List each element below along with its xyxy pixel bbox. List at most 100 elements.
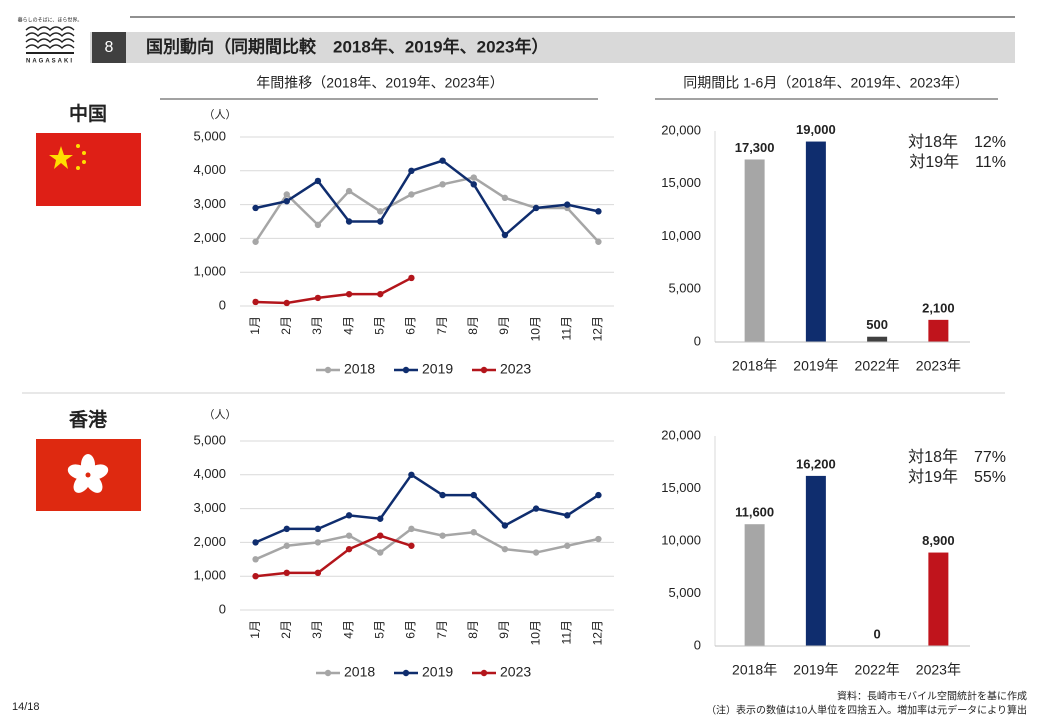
point: [408, 542, 415, 549]
point: [314, 177, 322, 185]
point: [564, 512, 571, 519]
point: [408, 274, 415, 282]
series-line: [255, 473, 600, 544]
point: [470, 174, 477, 181]
point: [252, 204, 259, 212]
x-tick-label: 7月: [435, 620, 449, 639]
y-tick-label: 0: [694, 333, 701, 348]
x-tick-label: 7月: [435, 316, 449, 335]
x-tick-label: 1月: [248, 620, 262, 639]
point: [377, 208, 384, 215]
x-tick-label: 5月: [372, 620, 386, 639]
point: [408, 167, 415, 174]
flag-star: [82, 151, 86, 155]
x-tick-label: 11月: [559, 620, 573, 644]
bar: [805, 141, 826, 342]
y-tick-label: 10,000: [661, 532, 701, 547]
flag-star: [49, 146, 73, 169]
x-tick-label: 10月: [528, 316, 542, 341]
point: [470, 491, 477, 499]
flag-hongkong: [36, 439, 141, 511]
legend-label: 2023: [500, 361, 531, 377]
x-tick-label: 9月: [497, 620, 511, 639]
point: [377, 532, 384, 539]
logo-bar: [26, 52, 74, 54]
series-line: [255, 534, 412, 578]
bar: [928, 552, 949, 646]
point: [439, 181, 446, 188]
point: [283, 525, 290, 533]
petal: [67, 464, 90, 480]
point: [408, 191, 415, 198]
x-tick-label: 2月: [279, 620, 293, 639]
y-tick-label: 0: [219, 601, 226, 616]
point: [283, 542, 290, 549]
point: [408, 525, 415, 533]
x-tick-label: 2019年: [793, 358, 838, 374]
value-label: 0: [874, 626, 881, 641]
x-tick-label: 6月: [404, 620, 418, 639]
legend-marker: [402, 669, 410, 677]
y-tick-label: 5,000: [668, 585, 701, 600]
region-name: 中国: [69, 102, 107, 125]
flag-star: [76, 166, 80, 170]
x-tick-label: 12月: [591, 316, 605, 341]
point: [252, 556, 259, 563]
flag-star: [76, 144, 80, 148]
y-tick-label: 4,000: [193, 162, 226, 177]
x-tick-label: 2018年: [732, 358, 777, 374]
point: [564, 201, 571, 208]
section-number: 8: [105, 39, 114, 56]
point: [532, 505, 540, 512]
value-label: 2,100: [922, 300, 955, 315]
y-tick-label: 15,000: [661, 480, 701, 495]
point: [439, 532, 446, 539]
point: [595, 238, 602, 245]
x-tick-label: 8月: [466, 316, 480, 335]
logo: 暮らしのそばに、ほら世界。 NAGASAKI: [18, 16, 83, 64]
chart-title: 同期間比 1-6月（2018年、2019年、2023年）: [683, 75, 969, 91]
flag-china: [36, 133, 141, 206]
legend-marker: [480, 366, 488, 374]
value-label: 11,600: [735, 505, 774, 520]
legend-marker: [480, 669, 488, 677]
point: [345, 545, 353, 553]
point: [532, 204, 540, 212]
point: [532, 549, 540, 556]
y-unit: （人）: [204, 408, 237, 421]
bar: [744, 524, 765, 646]
point: [345, 512, 353, 519]
flower-center: [85, 472, 91, 478]
point: [283, 299, 290, 307]
bar: [744, 159, 765, 342]
y-tick-label: 3,000: [193, 500, 226, 515]
x-tick-label: 4月: [341, 316, 355, 335]
point: [314, 569, 322, 577]
y-tick-label: 5,000: [668, 281, 701, 296]
header-title: 国別動向（同期間比較 2018年、2019年、2023年）: [146, 36, 548, 56]
y-unit: （人）: [204, 108, 237, 121]
point: [377, 515, 384, 522]
logo-tagline: 暮らしのそばに、ほら世界。: [18, 16, 83, 23]
point: [345, 187, 353, 195]
legend-label: 2019: [422, 361, 453, 377]
legend-marker: [324, 669, 332, 677]
source-note: 資料：長崎市モバイル空間統計を基に作成: [837, 690, 1027, 703]
point: [595, 208, 602, 215]
bar: [928, 319, 949, 342]
point: [470, 181, 477, 188]
x-tick-label: 3月: [310, 316, 324, 335]
point: [314, 525, 322, 533]
point: [345, 532, 353, 539]
legend-label: 2018: [344, 664, 375, 680]
value-label: 16,200: [796, 456, 836, 471]
point: [314, 221, 322, 229]
x-tick-label: 2019年: [793, 662, 838, 678]
legend-marker: [324, 366, 332, 374]
x-tick-label: 2022年: [855, 662, 900, 678]
point: [595, 535, 602, 543]
y-tick-label: 2,000: [193, 230, 226, 245]
y-tick-label: 0: [219, 297, 226, 312]
